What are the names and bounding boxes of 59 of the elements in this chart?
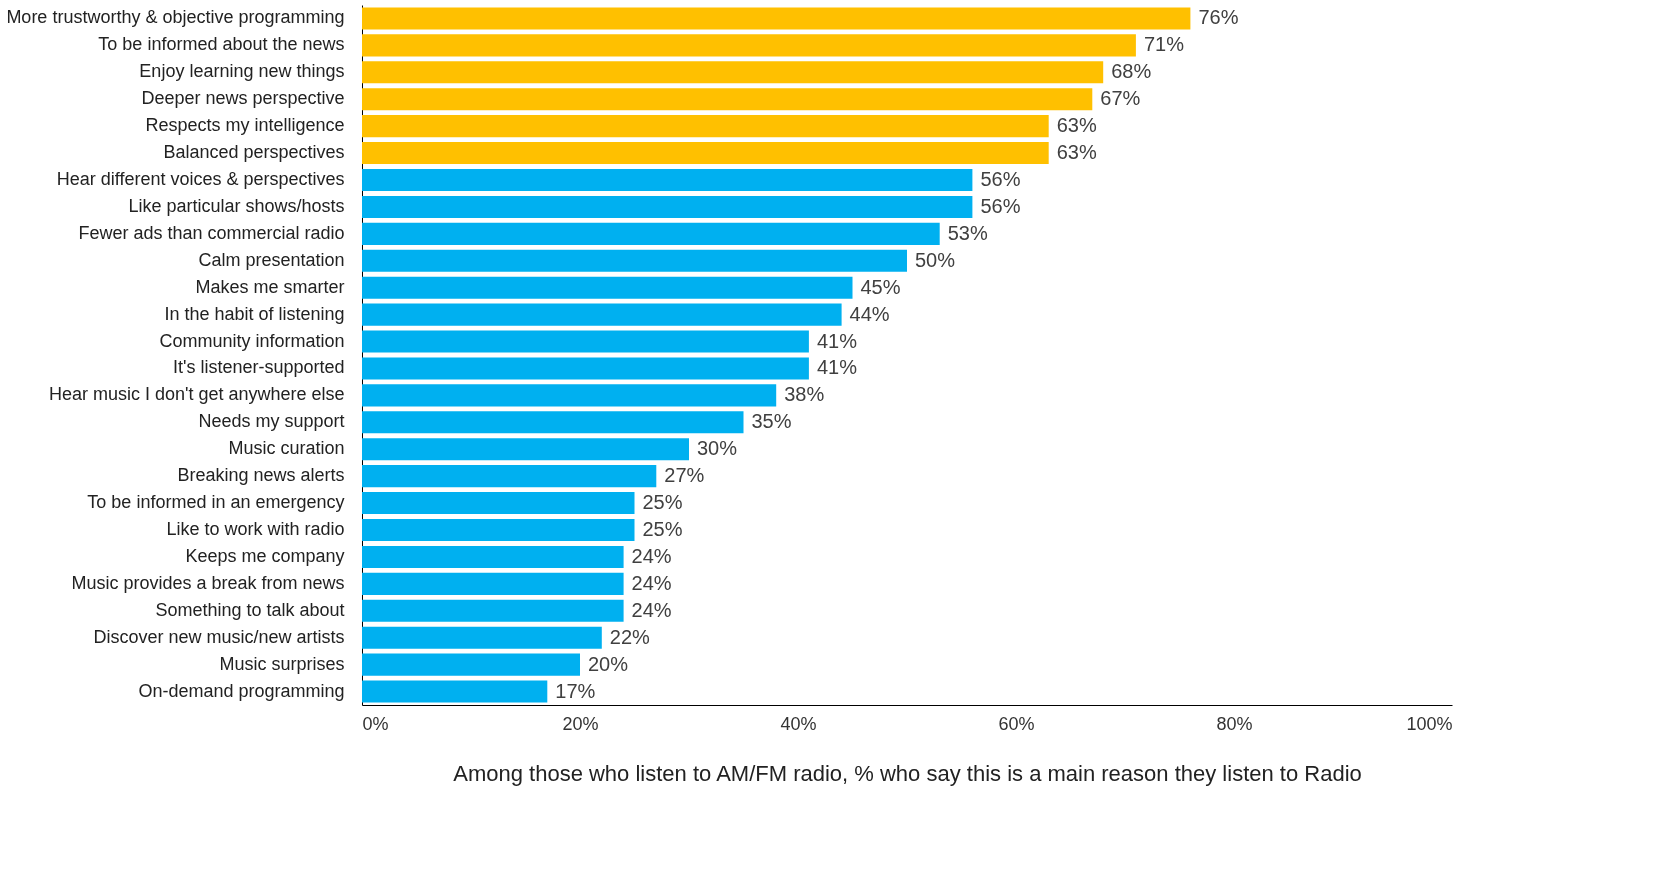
- x-axis-title: Among those who listen to AM/FM radio, % who say this is a main reason they listen to Radio: [453, 760, 1362, 786]
- data-label: 25%: [642, 491, 683, 514]
- x-tick-label: 40%: [780, 713, 817, 734]
- y-tick-label: Calm presentation: [198, 249, 345, 270]
- x-tick-label: 0%: [362, 713, 389, 734]
- y-tick-label: It's listener-supported: [172, 357, 345, 378]
- y-tick-label: Hear different voices & perspectives: [56, 169, 345, 189]
- y-tick-label: Discover new music/new artists: [93, 626, 345, 647]
- y-tick-label: Hear music I don't get anywhere else: [48, 384, 345, 405]
- data-label: 56%: [980, 168, 1021, 190]
- data-label: 20%: [588, 652, 629, 675]
- y-tick-label: More trustworthy & objective programming: [6, 7, 345, 28]
- y-tick-label: Balanced perspectives: [163, 142, 345, 163]
- data-label: 44%: [849, 302, 890, 325]
- data-label: 38%: [784, 383, 825, 406]
- y-tick-label: Needs my support: [198, 411, 345, 432]
- x-tick-label: 60%: [998, 713, 1035, 734]
- y-tick-label: Enjoy learning new things: [139, 61, 345, 82]
- data-label: 76%: [1198, 6, 1239, 29]
- data-label: 17%: [555, 679, 596, 702]
- x-tick-label: 80%: [1216, 713, 1253, 734]
- y-tick-label: In the habit of listening: [164, 303, 345, 324]
- data-label: 71%: [1143, 33, 1185, 56]
- y-tick-label: Music curation: [228, 438, 345, 459]
- data-label: 24%: [631, 598, 672, 621]
- y-tick-label: On-demand programming: [138, 680, 345, 701]
- data-label: 22%: [609, 625, 651, 648]
- y-tick-label: Breaking news alerts: [177, 465, 345, 486]
- data-label: 68%: [1111, 60, 1152, 83]
- y-tick-label: Respects my intelligence: [145, 115, 345, 136]
- data-label: 45%: [860, 275, 901, 298]
- data-label: 50%: [915, 248, 956, 271]
- x-tick-label: 100%: [1406, 713, 1453, 734]
- data-label: 41%: [816, 356, 858, 379]
- y-tick-label: Like to work with radio: [166, 519, 345, 539]
- x-tick-label: 20%: [562, 713, 599, 734]
- data-label: 25%: [642, 518, 683, 540]
- data-label: 35%: [751, 410, 792, 433]
- data-label: 24%: [631, 544, 672, 567]
- y-tick-label: Community information: [159, 330, 345, 351]
- data-label: 63%: [1056, 114, 1097, 137]
- y-tick-label: Makes me smarter: [195, 276, 345, 297]
- data-label: 67%: [1100, 87, 1141, 110]
- y-tick-label: Deeper news perspective: [141, 88, 345, 109]
- data-label: 63%: [1056, 141, 1097, 164]
- y-tick-label: Keeps me company: [185, 545, 345, 566]
- y-tick-label: Like particular shows/hosts: [128, 195, 345, 216]
- y-tick-label: Music surprises: [219, 653, 345, 674]
- y-tick-label: To be informed in an emergency: [87, 492, 345, 513]
- data-label: 30%: [697, 437, 738, 460]
- y-tick-label: Something to talk about: [155, 599, 345, 620]
- y-tick-label: Fewer ads than commercial radio: [78, 222, 345, 243]
- data-label: 53%: [947, 221, 988, 244]
- y-tick-label: To be informed about the news: [98, 34, 345, 55]
- data-label: 24%: [631, 571, 672, 594]
- data-label: 56%: [980, 194, 1021, 217]
- data-label: 41%: [816, 329, 858, 352]
- data-label: 27%: [664, 464, 705, 487]
- y-tick-label: Music provides a break from news: [71, 572, 345, 593]
